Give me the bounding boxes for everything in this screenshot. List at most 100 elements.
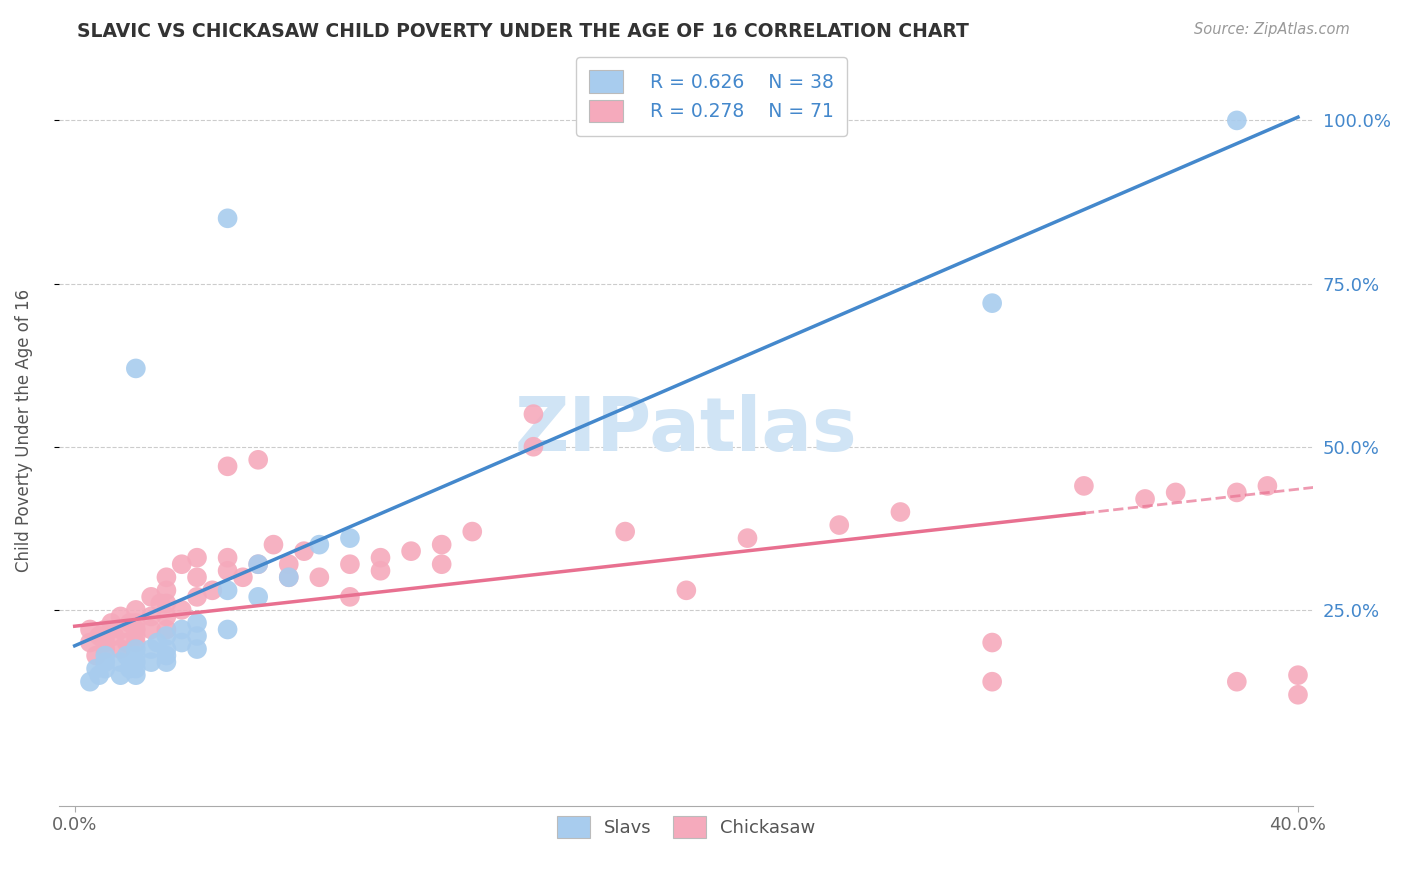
Point [339,590,361,604]
Point [217,623,239,637]
Point [217,211,239,226]
Point [139,623,162,637]
Point [170,603,193,617]
Point [110,623,132,637]
Point [430,538,453,552]
Point [828,518,851,533]
Point [186,629,208,643]
Point [430,558,453,572]
Point [1286,688,1309,702]
Point [125,642,148,657]
Point [79,623,101,637]
Point [277,558,299,572]
Point [277,570,299,584]
Point [217,583,239,598]
Point [125,648,148,663]
Point [139,609,162,624]
Point [125,662,148,676]
Point [118,615,141,630]
Point [146,635,169,649]
Point [1286,668,1309,682]
Point [94,648,117,663]
Point [110,642,132,657]
Point [149,596,172,610]
Point [89,668,111,682]
Point [889,505,911,519]
Point [277,570,299,584]
Point [370,550,392,565]
Point [125,361,148,376]
Point [247,558,270,572]
Point [155,623,177,637]
Point [118,662,141,676]
Point [292,544,315,558]
Point [186,570,208,584]
Point [155,570,177,584]
Point [125,668,148,682]
Point [115,648,138,663]
Point [186,550,208,565]
Point [94,629,117,643]
Point [399,544,422,558]
Point [186,615,208,630]
Point [155,629,177,643]
Point [94,635,117,649]
Point [217,459,239,474]
Point [217,550,239,565]
Point [110,668,132,682]
Point [100,615,122,630]
Point [981,674,1004,689]
Text: Source: ZipAtlas.com: Source: ZipAtlas.com [1194,22,1350,37]
Point [737,531,759,545]
Point [94,642,117,657]
Point [370,564,392,578]
Point [125,615,148,630]
Point [79,635,101,649]
Point [232,570,254,584]
Point [247,590,270,604]
Point [1226,674,1249,689]
Point [981,635,1004,649]
Point [94,662,117,676]
Point [675,583,697,598]
Point [139,642,162,657]
Point [155,642,177,657]
Point [1256,479,1278,493]
Point [115,635,138,649]
Point [263,538,285,552]
Point [247,558,270,572]
Point [155,648,177,663]
Point [217,564,239,578]
Point [170,623,193,637]
Point [110,655,132,669]
Point [170,558,193,572]
Point [79,674,101,689]
Text: SLAVIC VS CHICKASAW CHILD POVERTY UNDER THE AGE OF 16 CORRELATION CHART: SLAVIC VS CHICKASAW CHILD POVERTY UNDER … [77,22,969,41]
Point [522,440,544,454]
Point [614,524,637,539]
Point [201,583,224,598]
Point [110,609,132,624]
Point [84,662,107,676]
Point [94,655,117,669]
Point [84,648,107,663]
Point [139,655,162,669]
Point [308,570,330,584]
Point [139,590,162,604]
Point [170,635,193,649]
Point [103,629,125,643]
Point [186,590,208,604]
Point [155,596,177,610]
Point [522,407,544,421]
Point [1226,113,1249,128]
Legend: Slavs, Chickasaw: Slavs, Chickasaw [550,809,823,846]
Point [981,296,1004,310]
Point [339,558,361,572]
Point [186,642,208,657]
Point [125,629,148,643]
Point [89,629,111,643]
Point [155,583,177,598]
Point [1226,485,1249,500]
Point [461,524,484,539]
Point [125,603,148,617]
